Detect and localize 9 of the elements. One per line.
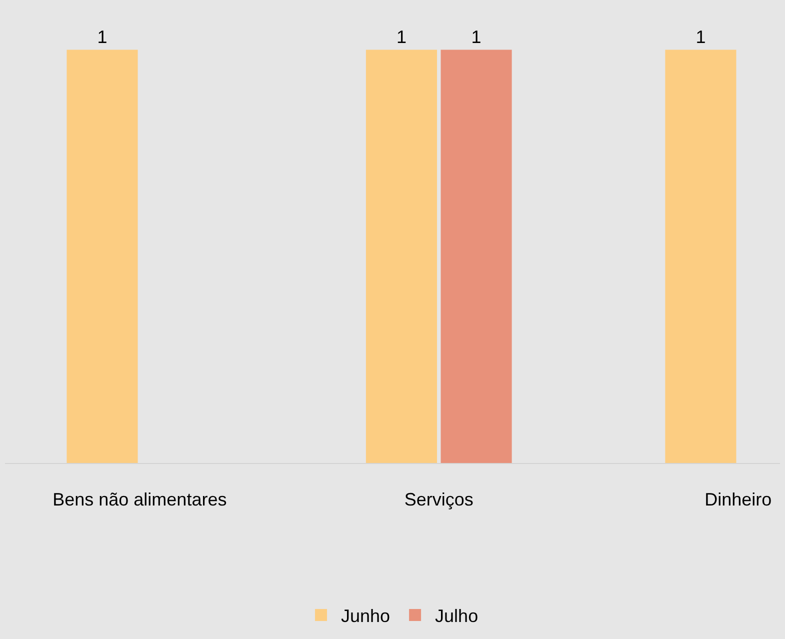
legend-label: Julho xyxy=(435,606,478,626)
legend-label: Junho xyxy=(341,606,390,626)
data-label: 1 xyxy=(471,26,482,47)
data-label: 1 xyxy=(396,26,406,47)
data-label: 1 xyxy=(696,26,706,47)
x-tick-label: Dinheiro xyxy=(704,490,772,510)
data-label: 1 xyxy=(97,26,108,47)
x-tick-label: Bens não alimentares xyxy=(52,490,227,510)
x-tick-label: Serviços xyxy=(404,490,474,510)
